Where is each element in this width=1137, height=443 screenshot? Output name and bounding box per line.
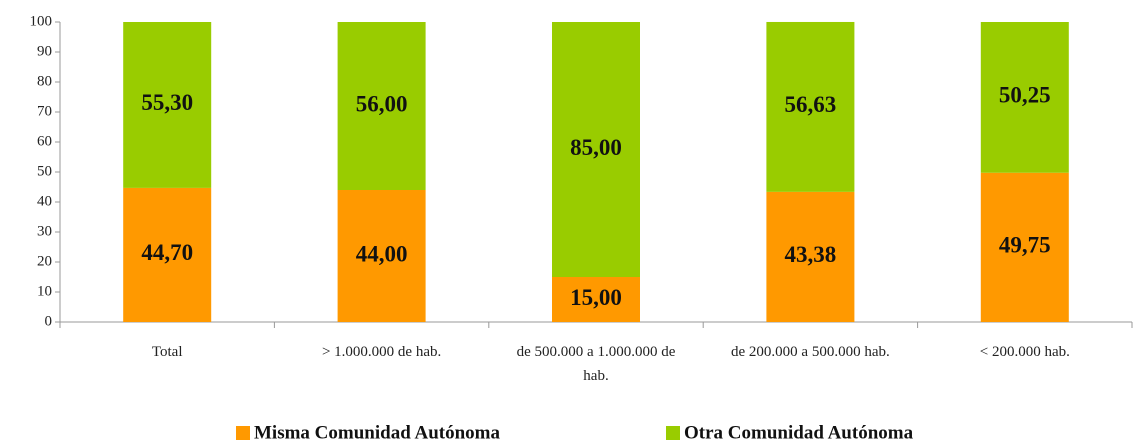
y-tick-label: 20: [37, 253, 52, 269]
data-label: 49,75: [999, 233, 1051, 258]
y-tick-label: 100: [30, 13, 53, 29]
y-tick-label: 40: [37, 193, 52, 209]
y-tick-label: 30: [37, 223, 52, 239]
y-tick-label: 50: [37, 163, 52, 179]
bar-segment: [980, 22, 1069, 173]
bar-segment: [766, 21, 855, 192]
data-label: 55,30: [141, 90, 193, 115]
legend-label: Otra Comunidad Autónoma: [684, 422, 914, 443]
x-tick-label: de 200.000 a 500.000 hab.: [731, 344, 890, 360]
x-tick-label: Total: [151, 344, 183, 360]
data-label: 56,63: [785, 92, 837, 117]
data-label: 44,00: [356, 241, 408, 266]
data-label: 44,70: [141, 240, 193, 265]
y-tick-label: 80: [37, 73, 52, 89]
bar-segment: [123, 187, 212, 322]
bar-segment: [337, 190, 426, 322]
bar-segment: [337, 22, 426, 190]
bar-segment: [766, 191, 855, 322]
data-label: 50,25: [999, 83, 1051, 108]
bar-segment: [123, 22, 212, 188]
y-tick-label: 90: [37, 43, 52, 59]
x-tick-label: > 1.000.000 de hab.: [321, 344, 442, 360]
data-label: 15,00: [570, 285, 622, 310]
x-tick-label: de 500.000 a 1.000.000 de hab.: [516, 344, 676, 384]
data-label: 85,00: [570, 135, 622, 160]
y-tick-label: 10: [37, 283, 52, 299]
y-tick-label: 70: [37, 103, 52, 119]
bar-segment: [552, 277, 640, 322]
legend-label: Misma Comunidad Autónoma: [254, 422, 500, 443]
bar-segment: [980, 172, 1069, 322]
legend-swatch: [666, 426, 680, 440]
y-tick-label: 0: [45, 313, 53, 329]
y-tick-label: 60: [37, 133, 52, 149]
data-label: 56,00: [356, 91, 408, 116]
data-label: 43,38: [785, 242, 837, 267]
legend-swatch: [236, 426, 250, 440]
bar-segment: [552, 22, 640, 277]
x-tick-label: < 200.000 hab.: [979, 344, 1070, 360]
